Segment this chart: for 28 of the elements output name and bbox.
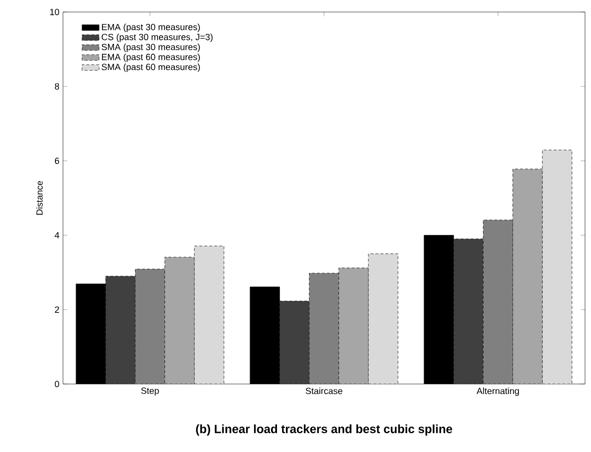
bar: [194, 246, 224, 384]
y-tick-label: 2: [54, 306, 60, 313]
legend-label: CS (past 30 measures, J=3): [102, 34, 213, 42]
y-tick-label: 4: [54, 232, 60, 238]
x-tick-label: Staircase: [306, 388, 342, 394]
bar: [483, 220, 513, 384]
bar: [453, 238, 484, 384]
y-axis-title: Distance: [36, 180, 43, 215]
text: (b) Linear load trackers and best cubic spline: [196, 424, 452, 436]
legend-label: EMA (past 60 measures): [102, 54, 200, 62]
bar: [105, 276, 136, 384]
bar: [512, 168, 543, 384]
bar: [135, 268, 165, 384]
legend-label: SMA (past 30 measures): [102, 44, 200, 52]
bar: [279, 300, 310, 384]
bar: [164, 256, 195, 384]
bar: [542, 150, 572, 384]
bar: [309, 272, 339, 384]
legend-label: SMA (past 60 measures): [102, 64, 200, 72]
y-tick-label: 10: [50, 8, 60, 16]
y-tick-label: 6: [54, 158, 60, 164]
y-tick-label: 8: [54, 83, 60, 90]
x-tick-label: Alternating: [476, 388, 519, 396]
x-tick-label: Step: [141, 388, 159, 396]
y-tick-label: 0: [54, 380, 60, 388]
legend-label: EMA (past 30 measures): [102, 24, 200, 32]
bar: [368, 254, 398, 384]
bar: [338, 268, 369, 384]
